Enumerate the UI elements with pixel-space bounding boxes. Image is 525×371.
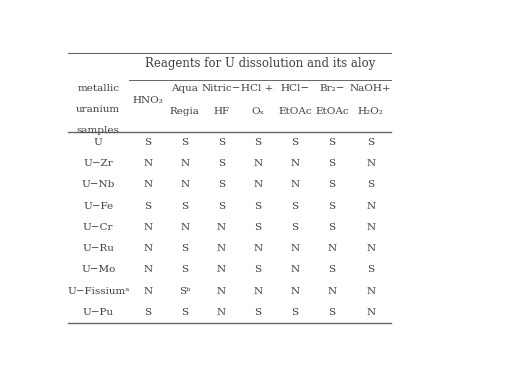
- Text: U−Nb: U−Nb: [81, 180, 115, 189]
- Text: S: S: [329, 265, 335, 275]
- Text: N: N: [328, 287, 337, 296]
- Text: S: S: [181, 201, 188, 211]
- Text: N: N: [143, 223, 152, 232]
- Text: S: S: [329, 159, 335, 168]
- Text: S: S: [329, 138, 335, 147]
- Text: Oₓ: Oₓ: [251, 107, 264, 116]
- Text: S: S: [329, 223, 335, 232]
- Text: S: S: [291, 308, 298, 317]
- Text: U−Mo: U−Mo: [81, 265, 116, 275]
- Text: N: N: [328, 244, 337, 253]
- Text: N: N: [217, 244, 226, 253]
- Text: metallic: metallic: [77, 84, 119, 93]
- Text: N: N: [143, 244, 152, 253]
- Text: U−Zr: U−Zr: [83, 159, 113, 168]
- Text: S: S: [291, 223, 298, 232]
- Text: N: N: [217, 287, 226, 296]
- Text: N: N: [290, 287, 299, 296]
- Text: S: S: [144, 201, 151, 211]
- Text: N: N: [366, 201, 375, 211]
- Text: U−Fe: U−Fe: [83, 201, 113, 211]
- Text: S: S: [291, 138, 298, 147]
- Text: N: N: [253, 159, 262, 168]
- Text: U−Fissiumᵃ: U−Fissiumᵃ: [67, 287, 129, 296]
- Text: S: S: [218, 180, 225, 189]
- Text: N: N: [366, 287, 375, 296]
- Text: Reagents for U dissolution and its aloy: Reagents for U dissolution and its aloy: [145, 57, 375, 70]
- Text: N: N: [366, 308, 375, 317]
- Text: N: N: [253, 180, 262, 189]
- Text: N: N: [290, 244, 299, 253]
- Text: N: N: [180, 223, 190, 232]
- Text: N: N: [217, 265, 226, 275]
- Text: uranium: uranium: [76, 105, 120, 114]
- Text: N: N: [143, 180, 152, 189]
- Text: N: N: [180, 180, 190, 189]
- Text: samples: samples: [77, 126, 120, 135]
- Text: S: S: [329, 180, 335, 189]
- Text: S: S: [329, 308, 335, 317]
- Text: S: S: [367, 180, 374, 189]
- Text: S: S: [254, 223, 261, 232]
- Text: S: S: [254, 138, 261, 147]
- Text: N: N: [366, 159, 375, 168]
- Text: N: N: [217, 308, 226, 317]
- Text: N: N: [290, 265, 299, 275]
- Text: HCl +: HCl +: [242, 84, 274, 93]
- Text: N: N: [143, 265, 152, 275]
- Text: N: N: [217, 223, 226, 232]
- Text: EtOAc: EtOAc: [278, 107, 312, 116]
- Text: U−Cr: U−Cr: [83, 223, 113, 232]
- Text: S: S: [144, 138, 151, 147]
- Text: S: S: [144, 308, 151, 317]
- Text: S: S: [254, 265, 261, 275]
- Text: Sᵇ: Sᵇ: [179, 287, 191, 296]
- Text: N: N: [366, 244, 375, 253]
- Text: S: S: [181, 265, 188, 275]
- Text: S: S: [367, 138, 374, 147]
- Text: N: N: [180, 159, 190, 168]
- Text: S: S: [218, 138, 225, 147]
- Text: HF: HF: [213, 107, 229, 116]
- Text: N: N: [253, 244, 262, 253]
- Text: Aqua: Aqua: [171, 84, 198, 93]
- Text: Br₂−: Br₂−: [319, 84, 345, 93]
- Text: U: U: [94, 138, 102, 147]
- Text: NaOH+: NaOH+: [350, 84, 392, 93]
- Text: S: S: [367, 265, 374, 275]
- Text: Regia: Regia: [170, 107, 200, 116]
- Text: S: S: [218, 159, 225, 168]
- Text: N: N: [290, 159, 299, 168]
- Text: S: S: [254, 201, 261, 211]
- Text: H₂O₂: H₂O₂: [358, 107, 384, 116]
- Text: U−Pu: U−Pu: [82, 308, 114, 317]
- Text: U−Ru: U−Ru: [82, 244, 114, 253]
- Text: S: S: [181, 308, 188, 317]
- Text: EtOAc: EtOAc: [316, 107, 349, 116]
- Text: S: S: [291, 201, 298, 211]
- Text: N: N: [253, 287, 262, 296]
- Text: S: S: [218, 201, 225, 211]
- Text: N: N: [143, 159, 152, 168]
- Text: S: S: [181, 244, 188, 253]
- Text: HCl−: HCl−: [280, 84, 309, 93]
- Text: S: S: [181, 138, 188, 147]
- Text: N: N: [290, 180, 299, 189]
- Text: HNO₃: HNO₃: [132, 96, 163, 105]
- Text: S: S: [254, 308, 261, 317]
- Text: N: N: [366, 223, 375, 232]
- Text: S: S: [329, 201, 335, 211]
- Text: N: N: [143, 287, 152, 296]
- Text: Nitric−: Nitric−: [202, 84, 241, 93]
